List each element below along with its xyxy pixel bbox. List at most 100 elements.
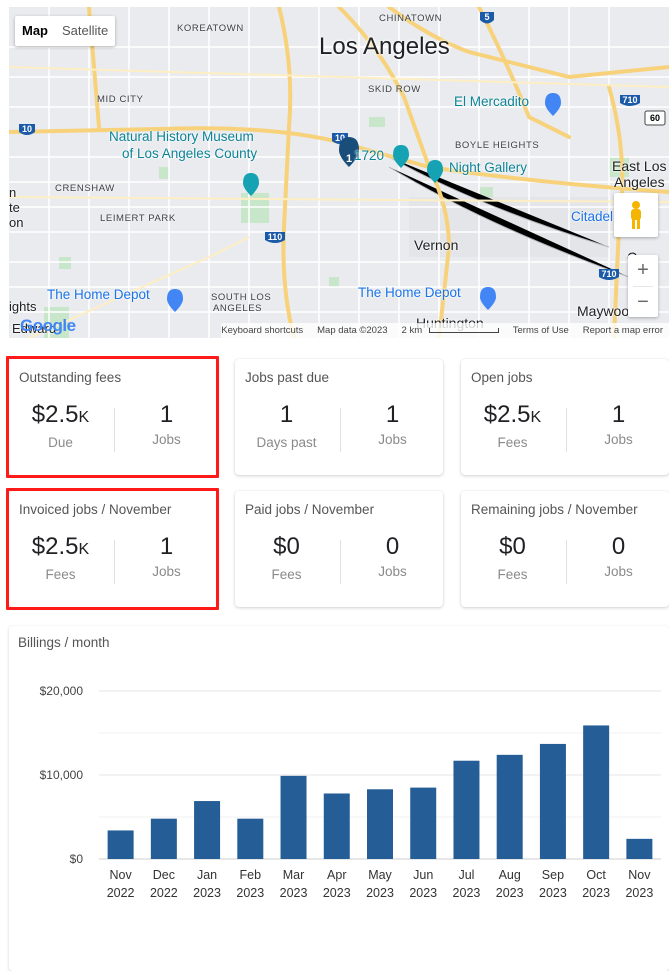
map-label-city: Los Angeles — [319, 33, 450, 60]
svg-text:710: 710 — [622, 95, 637, 105]
stat-card-jobs-past-due[interactable]: Jobs past due 1 Days past 1 Jobs — [235, 359, 443, 475]
map[interactable]: 5 10 10 110 710 710 60 1 Map Satellite L… — [9, 7, 669, 338]
x-tick-label: 2023 — [496, 886, 524, 900]
stat-label: Fees — [271, 567, 302, 582]
map-label: te — [9, 200, 20, 215]
stat-right: 1 Jobs — [567, 399, 669, 447]
x-tick-label: Jun — [413, 868, 433, 882]
chart-bar — [107, 830, 134, 859]
x-tick-label: 2022 — [107, 886, 135, 900]
map-label: BOYLE HEIGHTS — [455, 140, 540, 151]
stat-value: $2.5K — [483, 401, 542, 428]
x-tick-label: 2023 — [280, 886, 308, 900]
map-type-map-button[interactable]: Map — [22, 23, 48, 38]
x-tick-label: 2022 — [150, 886, 178, 900]
map-data-text: Map data ©2023 — [317, 325, 388, 336]
zoom-out-button[interactable]: − — [637, 291, 649, 313]
map-label: n — [9, 185, 17, 200]
map-type-satellite-button[interactable]: Satellite — [62, 23, 109, 38]
billings-chart-card: Billings / month $0 $10,000 $20,000 Nov 2022… — [9, 626, 669, 971]
stat-card-invoiced-jobs[interactable]: Invoiced jobs / November $2.5K Fees 1 Jo… — [9, 491, 218, 607]
map-poi-label[interactable]: The Home Depot — [358, 285, 461, 300]
stat-label: Days past — [256, 435, 317, 450]
map-poi-label[interactable]: of Los Angeles County — [122, 146, 258, 161]
stat-left: $2.5K Fees — [461, 399, 564, 450]
street-view-pegman-icon[interactable] — [614, 193, 658, 237]
x-tick-label: Dec — [153, 868, 175, 882]
x-tick-label: Oct — [586, 868, 606, 882]
x-tick-label: Apr — [327, 868, 346, 882]
stat-value: 1 — [279, 401, 294, 428]
keyboard-shortcuts-link[interactable]: Keyboard shortcuts — [221, 325, 304, 336]
x-tick-label: Mar — [283, 868, 305, 882]
stat-value: 0 — [385, 533, 400, 560]
x-tick-label: Jul — [458, 868, 474, 882]
map-canvas[interactable]: 5 10 10 110 710 710 60 1 — [9, 7, 669, 338]
stat-card-outstanding-fees[interactable]: Outstanding fees $2.5K Due 1 Jobs — [9, 359, 218, 475]
x-tick-label: 2023 — [236, 886, 264, 900]
zoom-in-button[interactable]: + — [637, 259, 649, 281]
map-label: ANGELES — [213, 303, 263, 314]
stat-divider — [340, 408, 341, 452]
zoom-divider — [633, 286, 653, 287]
stat-left: $0 Fees — [461, 531, 564, 582]
stat-divider — [114, 408, 115, 452]
stat-right: 0 Jobs — [341, 531, 444, 579]
map-label: LEIMERT PARK — [100, 213, 176, 224]
svg-text:60: 60 — [650, 113, 660, 123]
x-tick-label: Nov — [628, 868, 651, 882]
stat-left: $0 Fees — [235, 531, 338, 582]
terms-link[interactable]: Terms of Use — [512, 325, 569, 336]
x-tick-label: 2023 — [453, 886, 481, 900]
x-tick-label: Jan — [197, 868, 217, 882]
stat-value: 1 — [159, 533, 174, 560]
stat-card-remaining-jobs[interactable]: Remaining jobs / November $0 Fees 0 Jobs — [461, 491, 669, 607]
map-marker: 1 — [339, 137, 359, 167]
stat-label: Due — [48, 435, 73, 450]
chart-bar — [583, 725, 610, 859]
x-tick-label: Nov — [109, 868, 132, 882]
map-label: Vernon — [414, 237, 459, 253]
map-poi-label[interactable]: Natural History Museum — [109, 129, 254, 144]
card-title: Open jobs — [471, 370, 533, 385]
stat-card-open-jobs[interactable]: Open jobs $2.5K Fees 1 Jobs — [461, 359, 669, 475]
map-label: CRENSHAW — [55, 183, 115, 194]
google-logo: Google — [20, 316, 76, 335]
chart-bar — [453, 760, 480, 859]
chart-title: Billings / month — [18, 635, 110, 650]
map-poi-label[interactable]: Citadel — [571, 209, 614, 224]
stat-right: 0 Jobs — [567, 531, 669, 579]
x-tick-label: 2023 — [193, 886, 221, 900]
stat-value: $2.5K — [31, 401, 90, 428]
stat-card-paid-jobs[interactable]: Paid jobs / November $0 Fees 0 Jobs — [235, 491, 443, 607]
highlight-box — [6, 356, 219, 478]
map-label: Angeles — [614, 174, 665, 190]
scale-bar[interactable]: 2 km — [402, 323, 499, 338]
stat-left: $2.5K Due — [9, 399, 112, 450]
svg-text:5: 5 — [484, 12, 489, 22]
stat-label: Fees — [497, 567, 528, 582]
stat-label: Jobs — [152, 564, 181, 579]
y-tick-label: $0 — [70, 852, 84, 866]
stat-value: $0 — [499, 533, 526, 560]
stat-right: 1 Jobs — [115, 399, 218, 447]
x-tick-label: 2023 — [323, 886, 351, 900]
map-poi-label[interactable]: El Mercadito — [454, 94, 530, 109]
card-title: Invoiced jobs / November — [19, 502, 172, 517]
y-tick-label: $20,000 — [40, 684, 84, 698]
svg-text:10: 10 — [22, 124, 32, 134]
chart-bar — [150, 818, 177, 859]
map-type-control: Map Satellite — [15, 16, 116, 46]
chart-bar — [367, 789, 393, 859]
x-tick-label: 2023 — [625, 886, 653, 900]
map-label: on — [9, 215, 24, 230]
map-poi-label[interactable]: Night Gallery — [449, 160, 528, 175]
report-map-error-link[interactable]: Report a map error — [582, 325, 663, 336]
stat-value: 1 — [385, 401, 400, 428]
map-poi-label[interactable]: 1720 — [354, 148, 385, 163]
map-poi-label[interactable]: The Home Depot — [47, 287, 150, 302]
stat-label: Jobs — [604, 564, 633, 579]
map-label: SKID ROW — [368, 84, 421, 95]
chart-bar — [626, 838, 653, 859]
stat-label: Jobs — [604, 432, 633, 447]
